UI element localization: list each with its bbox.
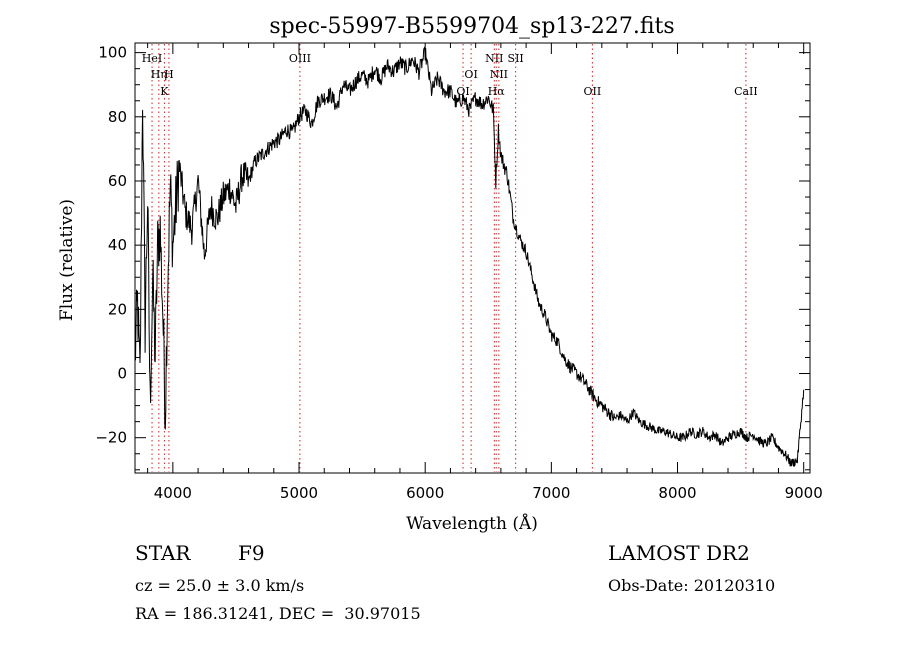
y-tick-label: 60	[108, 172, 127, 190]
plot-frame	[134, 42, 811, 474]
spectrum-series-line	[134, 45, 805, 468]
object-class: STAR	[135, 541, 191, 565]
line-label-3: H	[164, 68, 174, 81]
line-label-4: OIII	[289, 52, 311, 65]
line-label-8: Hα	[488, 85, 506, 98]
chart-title: spec-55997-B5599704_sp13-227.fits	[269, 14, 674, 39]
subclass: F9	[238, 541, 265, 565]
x-tick-label: 9000	[785, 484, 823, 502]
redshift-cz: cz = 25.0 ± 3.0 km/s	[135, 576, 305, 595]
line-label-6: OI	[464, 68, 477, 81]
axis-ticks: 4000 5000 6000 7000 8000 9000 −20 0 20 40 60 80 100	[95, 43, 823, 502]
ra-dec: RA = 186.31241, DEC = 30.97015	[135, 604, 421, 623]
line-label-9: NII	[490, 68, 508, 81]
obs-date: Obs-Date: 20120310	[608, 576, 776, 595]
x-tick-label: 4000	[154, 484, 192, 502]
line-label-12: CaII	[734, 85, 758, 98]
y-tick-label: 40	[108, 236, 127, 254]
line-label-2: K	[160, 85, 169, 98]
y-tick-label: 20	[108, 300, 127, 318]
line-label-10: SII	[508, 52, 524, 65]
y-tick-label: 80	[108, 108, 127, 126]
x-tick-label: 8000	[658, 484, 696, 502]
y-tick-label: −20	[95, 429, 127, 447]
line-label-11: OII	[584, 85, 602, 98]
x-tick-label: 5000	[280, 484, 318, 502]
y-axis-label: Flux (relative)	[57, 199, 77, 321]
line-label-0: HeI	[142, 52, 162, 65]
x-tick-label: 7000	[532, 484, 570, 502]
x-axis-label: Wavelength (Å)	[406, 513, 538, 534]
survey-name: LAMOST DR2	[608, 541, 750, 565]
line-label-1: Hη	[151, 68, 167, 81]
line-label-7: NII	[485, 52, 503, 65]
y-tick-label: 0	[117, 365, 127, 383]
x-tick-label: 6000	[406, 484, 444, 502]
y-tick-label: 100	[98, 44, 127, 62]
